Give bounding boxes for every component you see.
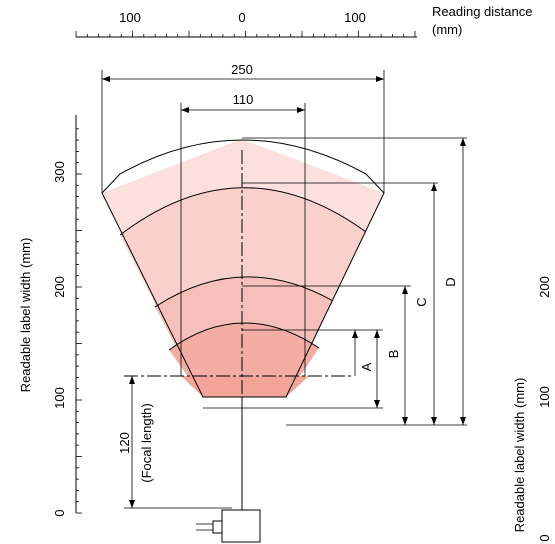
dim-110-arrow-right: [297, 107, 305, 113]
distance-dimensions: A B C D: [203, 137, 467, 426]
dim-110-label: 110: [233, 92, 254, 107]
left-tick-label-200: 200: [52, 276, 67, 298]
focal-label: (Focal length): [139, 403, 154, 482]
top-axis-title: Reading distance: [432, 4, 532, 19]
right-tick-label-100: 100: [537, 386, 552, 408]
left-tick-label-100: 100: [52, 387, 67, 409]
focal-length-dimension: 120 (Focal length): [117, 376, 232, 509]
left-axis: 0 100 200 300 Readable label width (mm): [18, 115, 82, 517]
left-axis-title: Readable label width (mm): [18, 238, 33, 393]
reading-zones: [102, 139, 384, 397]
dim-d-label: D: [443, 277, 458, 286]
dim-d-arrow-top: [431, 183, 437, 191]
zone-a: [181, 376, 309, 397]
focal-arrow-top: [129, 376, 135, 384]
dimension-250: 250: [101, 62, 385, 193]
dim-d-arrow-bottom: [431, 417, 437, 425]
dim-b-label: B: [386, 350, 401, 359]
dim-outer-arrow-bottom: [460, 417, 466, 425]
dim-250-arrow-right: [376, 76, 384, 82]
reading-field-outline: [101, 139, 385, 398]
dim-c-arrow-bottom: [402, 417, 408, 425]
dim-110-arrow-left: [181, 107, 189, 113]
right-tick-label-0: 0: [537, 534, 552, 541]
dim-250-label: 250: [231, 62, 253, 77]
arc-c: [154, 276, 334, 308]
left-axis-ticks: [76, 128, 82, 514]
arc-d: [119, 187, 367, 236]
scanner-icon: [196, 509, 261, 543]
dim-b-arrow-top: [374, 330, 380, 338]
dim-c-label: C: [414, 297, 429, 306]
top-tick-label-left-100: 100: [119, 10, 141, 25]
dim-a-arrow: [352, 330, 358, 338]
dim-a-label: A: [359, 362, 374, 371]
right-tick-label-200: 200: [537, 276, 552, 298]
left-tick-label-300: 300: [52, 161, 67, 183]
arc-b: [168, 322, 320, 351]
dim-outer-arrow-top: [460, 138, 466, 146]
left-tick-label-0: 0: [52, 509, 67, 516]
dim-b-arrow-bottom: [374, 400, 380, 408]
top-tick-label-0: 0: [238, 10, 245, 25]
right-axis-title: Readable label width (mm): [512, 378, 527, 533]
top-axis: 100 0 100 Reading distance (mm): [75, 4, 532, 38]
dimension-110: 110: [180, 92, 306, 376]
top-tick-label-right-100: 100: [344, 10, 366, 25]
focal-value: 120: [117, 432, 132, 454]
focal-arrow-bottom: [129, 500, 135, 508]
dim-250-arrow-left: [102, 76, 110, 82]
right-partial-axis: Readable label width (mm) 0 100 200: [512, 276, 552, 541]
top-axis-ticks: [75, 31, 416, 37]
top-axis-unit: (mm): [432, 22, 462, 37]
field-boundary: [101, 139, 385, 398]
dim-c-arrow-top: [402, 286, 408, 294]
